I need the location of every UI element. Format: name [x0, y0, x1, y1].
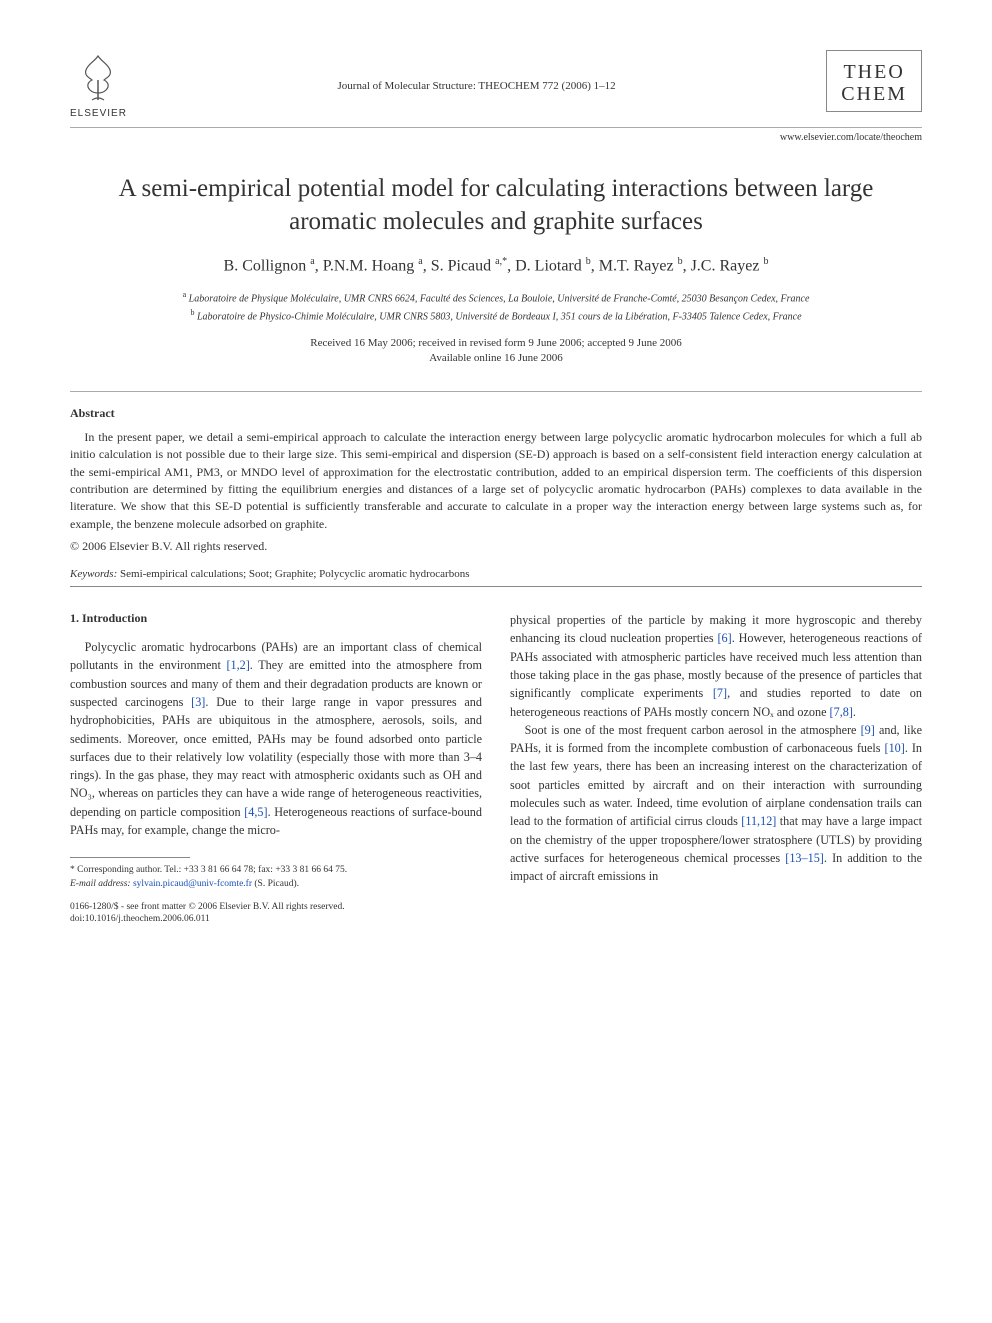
- citation-link[interactable]: [6]: [718, 631, 732, 645]
- keywords: Keywords: Semi-empirical calculations; S…: [70, 568, 922, 580]
- header-rule: [70, 127, 922, 128]
- authors: B. Collignon a, P.N.M. Hoang a, S. Picau…: [70, 256, 922, 275]
- citation-link[interactable]: [7,8]: [830, 705, 853, 719]
- affiliations: a Laboratoire de Physique Moléculaire, U…: [70, 289, 922, 324]
- journal-logo-line1: THEO: [841, 61, 907, 83]
- journal-logo-box: THEO CHEM: [826, 50, 922, 112]
- journal-logo-line2: CHEM: [841, 83, 907, 105]
- abstract-copyright: © 2006 Elsevier B.V. All rights reserved…: [70, 539, 922, 554]
- citation-link[interactable]: [9]: [861, 723, 875, 737]
- corresponding-author-footnote: * Corresponding author. Tel.: +33 3 81 6…: [70, 864, 482, 891]
- page-header: ELSEVIER Journal of Molecular Structure:…: [70, 50, 922, 119]
- publisher-name: ELSEVIER: [70, 108, 127, 119]
- affiliation-b: Laboratoire de Physico-Chimie Moléculair…: [197, 311, 802, 322]
- citation-link[interactable]: [3]: [191, 695, 205, 709]
- column-right: physical properties of the particle by m…: [510, 611, 922, 926]
- dates-received: Received 16 May 2006; received in revise…: [70, 336, 922, 351]
- footnote-rule: [70, 857, 190, 858]
- affiliation-a: Laboratoire de Physique Moléculaire, UMR…: [189, 294, 810, 305]
- section-1-heading: 1. Introduction: [70, 611, 482, 626]
- citation-link[interactable]: [4,5]: [244, 805, 267, 819]
- abstract-section: Abstract In the present paper, we detail…: [70, 406, 922, 554]
- citation-link[interactable]: [13–15]: [785, 851, 824, 865]
- footer-doi: doi:10.1016/j.theochem.2006.06.011: [70, 913, 482, 925]
- citation-link[interactable]: [1,2]: [226, 658, 249, 672]
- footer-copyright: 0166-1280/$ - see front matter © 2006 El…: [70, 901, 482, 926]
- intro-paragraph-1-cont: physical properties of the particle by m…: [510, 611, 922, 721]
- elsevier-tree-icon: [70, 50, 126, 106]
- footnote-email-label: E-mail address:: [70, 879, 131, 889]
- abstract-top-rule: [70, 391, 922, 392]
- intro-paragraph-1: Polycyclic aromatic hydrocarbons (PAHs) …: [70, 638, 482, 839]
- keywords-rule: [70, 586, 922, 587]
- citation-link[interactable]: [7]: [713, 686, 727, 700]
- publisher-logo: ELSEVIER: [70, 50, 127, 119]
- citation-link[interactable]: [11,12]: [741, 814, 776, 828]
- column-left: 1. Introduction Polycyclic aromatic hydr…: [70, 611, 482, 926]
- article-dates: Received 16 May 2006; received in revise…: [70, 336, 922, 367]
- keywords-text: Semi-empirical calculations; Soot; Graph…: [120, 568, 469, 580]
- intro-paragraph-2: Soot is one of the most frequent carbon …: [510, 721, 922, 886]
- dates-online: Available online 16 June 2006: [70, 351, 922, 366]
- abstract-body: In the present paper, we detail a semi-e…: [70, 429, 922, 533]
- keywords-label: Keywords:: [70, 568, 117, 580]
- article-title: A semi-empirical potential model for cal…: [100, 173, 892, 238]
- body-columns: 1. Introduction Polycyclic aromatic hydr…: [70, 611, 922, 926]
- abstract-heading: Abstract: [70, 406, 922, 421]
- citation-link[interactable]: [10]: [885, 741, 905, 755]
- footnote-email[interactable]: sylvain.picaud@univ-fcomte.fr: [133, 879, 252, 889]
- journal-reference: Journal of Molecular Structure: THEOCHEM…: [338, 80, 616, 92]
- footnote-email-suffix: (S. Picaud).: [254, 879, 299, 889]
- journal-url: www.elsevier.com/locate/theochem: [70, 132, 922, 143]
- footnote-corr: * Corresponding author. Tel.: +33 3 81 6…: [70, 864, 482, 877]
- footer-line1: 0166-1280/$ - see front matter © 2006 El…: [70, 901, 482, 913]
